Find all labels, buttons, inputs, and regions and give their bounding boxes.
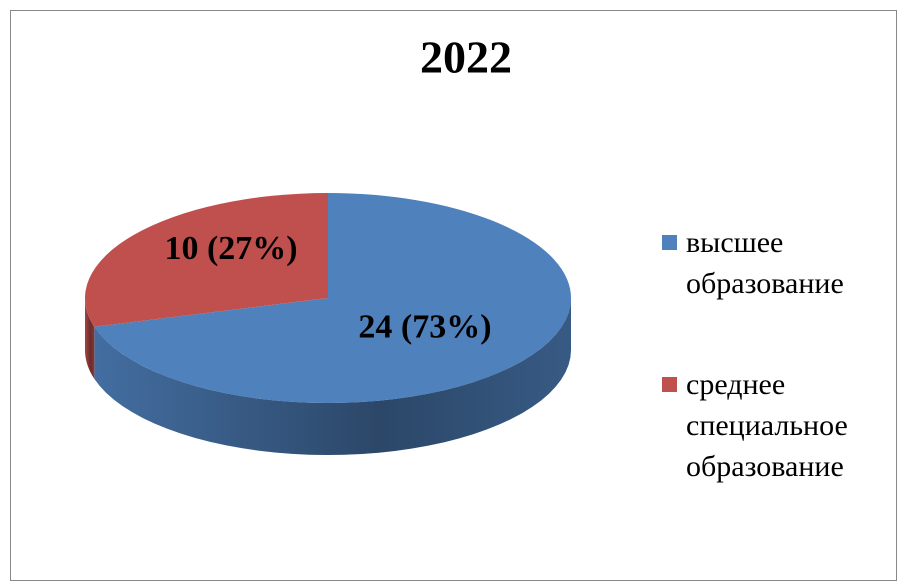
data-label: 24 (73%) [358,308,491,345]
slice-side-shade [94,298,571,455]
legend-label: среднее специальное образование [686,368,848,483]
legend-swatch [662,377,677,392]
slice-side-shade [85,298,95,379]
pie: 24 (73%) 10 (27%) [84,193,571,455]
slice [84,193,328,327]
slice [94,193,571,403]
legend-swatch [662,235,677,250]
chart-title: 2022 [420,32,512,83]
legend-label: высшее образование [686,226,844,300]
data-label: 10 (27%) [164,230,297,267]
